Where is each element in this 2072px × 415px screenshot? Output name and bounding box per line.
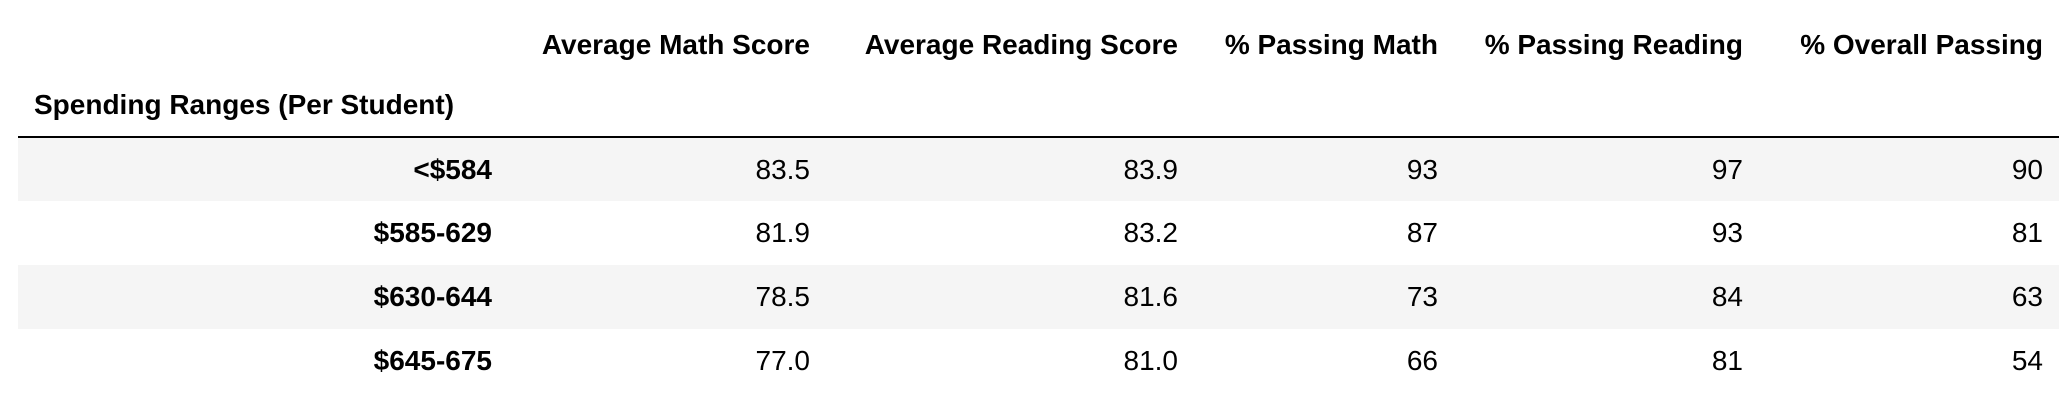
table-cell: 66: [1406, 345, 1438, 376]
dataframe-output: Average Math Score Average Reading Score…: [18, 16, 2059, 393]
table-row: <$584 83.5 83.9 93 97 90: [18, 137, 2059, 201]
table-cell: 93: [1711, 217, 1743, 248]
column-header: Average Reading Score: [864, 29, 1178, 60]
table-cell: 54: [2011, 345, 2043, 376]
column-header: % Passing Reading: [1484, 29, 1743, 60]
table-cell: 78.5: [755, 281, 811, 312]
table-cell: 87: [1406, 217, 1438, 248]
table-row: $585-629 81.9 83.2 87 93 81: [18, 201, 2059, 265]
table-cell: 81.6: [1123, 281, 1179, 312]
column-header: % Overall Passing: [1800, 29, 2043, 60]
table-cell: 84: [1711, 281, 1743, 312]
table-cell: 81.9: [755, 217, 811, 248]
table-cell: 83.2: [1123, 217, 1179, 248]
table-cell: 81: [2011, 217, 2043, 248]
row-label: $630-644: [373, 281, 492, 312]
column-header: % Passing Math: [1224, 29, 1438, 60]
corner-cell: [18, 16, 508, 74]
empty-header-cell: [1759, 74, 2059, 138]
table-cell: 93: [1406, 153, 1438, 185]
empty-header-cell: [826, 74, 1194, 138]
table-cell: 77.0: [755, 345, 811, 376]
empty-header-cell: [1454, 74, 1759, 138]
column-header-row: Average Math Score Average Reading Score…: [18, 16, 2059, 74]
row-label: $645-675: [373, 345, 492, 376]
column-header: Average Math Score: [541, 29, 810, 60]
table-cell: 90: [2011, 153, 2043, 185]
row-label: $585-629: [373, 217, 492, 248]
empty-header-cell: [1194, 74, 1454, 138]
table-cell: 81: [1711, 345, 1743, 376]
spending-ranges-table: Average Math Score Average Reading Score…: [18, 16, 2059, 393]
row-label: <$584: [413, 153, 492, 185]
index-name-header: Spending Ranges (Per Student): [18, 74, 508, 138]
table-row: $645-675 77.0 81.0 66 81 54: [18, 329, 2059, 393]
table-row: $630-644 78.5 81.6 73 84 63: [18, 265, 2059, 329]
table-cell: 63: [2011, 281, 2043, 312]
empty-header-cell: [508, 74, 826, 138]
index-name-row: Spending Ranges (Per Student): [18, 74, 2059, 138]
table-cell: 81.0: [1123, 345, 1179, 376]
table-cell: 83.5: [755, 153, 811, 185]
table-cell: 83.9: [1123, 153, 1179, 185]
table-cell: 97: [1711, 153, 1743, 185]
table-cell: 73: [1406, 281, 1438, 312]
